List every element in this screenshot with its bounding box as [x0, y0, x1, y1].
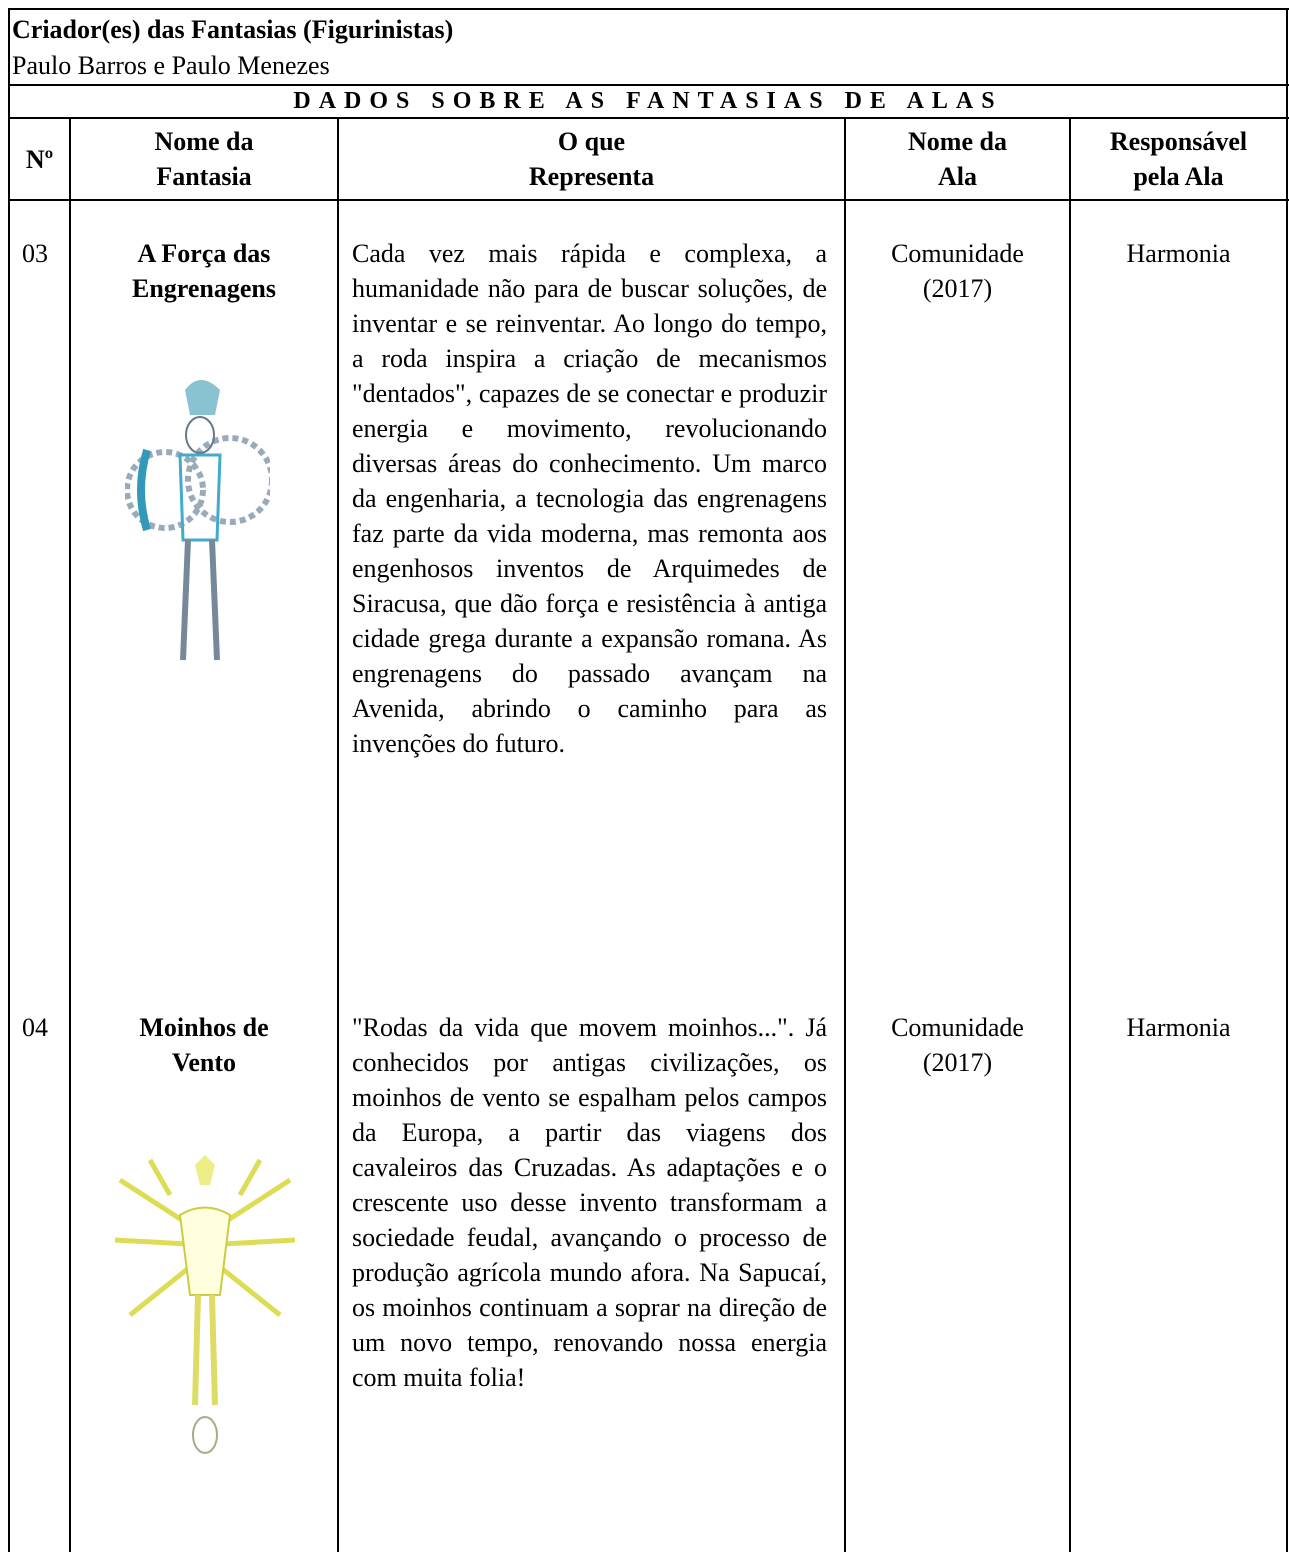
- border: [8, 199, 1289, 201]
- row-number: 03: [22, 239, 48, 268]
- costume-name: Moinhos de Vento: [139, 1013, 269, 1077]
- wing-name: Comunidade (2017): [891, 1013, 1024, 1077]
- wing-responsible: Harmonia: [1126, 1013, 1231, 1042]
- column-header: Responsável pela Ala: [1109, 127, 1248, 191]
- costume-illustration: [114, 1155, 296, 1454]
- creators: Paulo Barros e Paulo Menezes: [12, 51, 330, 80]
- row-number: 04: [22, 1013, 48, 1042]
- border: [844, 117, 846, 1552]
- creators-label: Criador(es) das Fantasias (Figurinistas): [12, 15, 454, 44]
- description: "Rodas da vida que movem moinhos...". Já…: [352, 1013, 827, 1392]
- border: [8, 117, 1289, 119]
- wing-responsible: Harmonia: [1126, 239, 1231, 268]
- column-header: Nome da Fantasia: [154, 127, 254, 191]
- border: [8, 8, 1289, 10]
- wing-name: Comunidade (2017): [891, 239, 1024, 303]
- border: [337, 117, 339, 1552]
- border: [8, 84, 1289, 86]
- column-header: Nome da Ala: [908, 127, 1007, 191]
- section-title: DADOS SOBRE AS FANTASIAS DE ALAS: [293, 88, 1003, 114]
- description: Cada vez mais rápida e complexa, a human…: [352, 239, 827, 758]
- border: [8, 8, 10, 1552]
- costume-name: A Força das Engrenagens: [132, 239, 276, 303]
- column-header: Nº: [25, 145, 54, 174]
- border: [1069, 117, 1071, 1552]
- column-header: O que Representa: [528, 127, 655, 191]
- border: [69, 117, 71, 1552]
- costume-illustration: [125, 380, 270, 661]
- border: [1286, 8, 1288, 1552]
